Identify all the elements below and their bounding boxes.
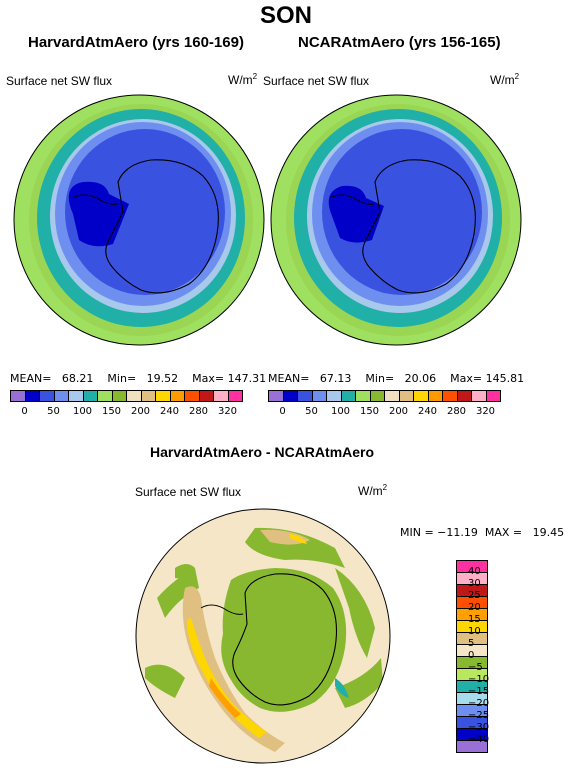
colorbar-swatch (126, 390, 142, 402)
colorbar-swatch (297, 390, 313, 402)
colorbar-swatch (471, 390, 487, 402)
diff-panel-title: HarvardAtmAero - NCARAtmAero (150, 444, 375, 460)
colorbar-swatch (184, 390, 200, 402)
colorbar-swatch (82, 390, 98, 402)
diff-colorbar-label: 0 (468, 650, 475, 661)
colorbar-swatch (53, 390, 69, 402)
colorbar-label: 150 (101, 406, 122, 417)
colorbar-label: 100 (72, 406, 93, 417)
colorbar-swatch (169, 390, 185, 402)
diff-colorbar-label: 5 (468, 638, 475, 649)
colorbar-swatch (268, 390, 284, 402)
diff-colorbar-label: 40 (468, 566, 481, 577)
left-polar-map (13, 94, 265, 346)
right-polar-map (270, 94, 522, 346)
colorbar-swatch (140, 390, 156, 402)
colorbar-swatch (10, 390, 26, 402)
diff-colorbar-label: −40 (468, 734, 490, 745)
colorbar-label: 50 (305, 406, 318, 417)
colorbar-swatch (485, 390, 501, 402)
left-panel-title: HarvardAtmAero (yrs 160-169) (28, 34, 244, 51)
colorbar-swatch (340, 390, 356, 402)
colorbar-swatch (413, 390, 429, 402)
diff-colorbar-label: −15 (468, 686, 490, 697)
right-panel-title: NCARAtmAero (yrs 156-165) (298, 34, 501, 51)
colorbar-label: 0 (279, 406, 286, 417)
colorbar-swatch (456, 390, 472, 402)
diff-colorbar-label: −30 (468, 722, 490, 733)
diff-colorbar-label: 25 (468, 590, 481, 601)
diff-polar-map (135, 508, 391, 764)
colorbar-swatch (326, 390, 342, 402)
colorbar-label: 240 (417, 406, 438, 417)
diff-colorbar-label: −25 (468, 710, 490, 721)
right-panel-field-label: Surface net SW flux (263, 74, 370, 88)
colorbar-swatch (198, 390, 214, 402)
diff-colorbar (456, 560, 488, 753)
colorbar-swatch (282, 390, 298, 402)
colorbar-swatch (427, 390, 443, 402)
colorbar-swatch (111, 390, 127, 402)
colorbar-swatch (39, 390, 55, 402)
left-panel-field-label: Surface net SW flux (6, 74, 113, 88)
colorbar-label: 280 (446, 406, 467, 417)
left-panel-unit: W/m2 (228, 72, 258, 87)
colorbar-label: 150 (359, 406, 380, 417)
page-title: SON (259, 2, 312, 29)
colorbar-swatch (311, 390, 327, 402)
left-panel-stats: MEAN= 68.21 Min= 19.52 Max= 147.31 (10, 372, 267, 385)
diff-panel-field-label: Surface net SW flux (135, 485, 242, 499)
diff-colorbar-label: 10 (468, 626, 481, 637)
diff-colorbar-label: 15 (468, 614, 481, 625)
colorbar-label: 320 (217, 406, 238, 417)
colorbar-swatch (227, 390, 243, 402)
colorbar-swatch (384, 390, 400, 402)
colorbar-swatch (68, 390, 84, 402)
colorbar-label: 0 (21, 406, 28, 417)
diff-colorbar-label: −5 (468, 662, 483, 673)
diff-colorbar-label: 30 (468, 578, 481, 589)
colorbar-label: 50 (47, 406, 60, 417)
colorbar-swatch (213, 390, 229, 402)
colorbar-swatch (155, 390, 171, 402)
colorbar-swatch (355, 390, 371, 402)
right-colorbar (268, 390, 501, 402)
colorbar-label: 100 (330, 406, 351, 417)
diff-panel-unit: W/m2 (358, 483, 388, 498)
diff-colorbar-label: 20 (468, 602, 481, 613)
colorbar-label: 280 (188, 406, 209, 417)
diff-colorbar-swatch (456, 740, 488, 753)
right-panel-stats: MEAN= 67.13 Min= 20.06 Max= 145.81 (268, 372, 525, 385)
diff-minmax: MIN = −11.19 MAX = 19.45 (400, 526, 565, 539)
colorbar-swatch (24, 390, 40, 402)
diff-colorbar-label: −20 (468, 698, 490, 709)
colorbar-swatch (97, 390, 113, 402)
right-panel-unit: W/m2 (490, 72, 520, 87)
colorbar-swatch (398, 390, 414, 402)
colorbar-swatch (442, 390, 458, 402)
colorbar-label: 320 (475, 406, 496, 417)
colorbar-label: 240 (159, 406, 180, 417)
colorbar-label: 200 (388, 406, 409, 417)
colorbar-swatch (369, 390, 385, 402)
colorbar-label: 200 (130, 406, 151, 417)
diff-colorbar-label: −10 (468, 674, 490, 685)
left-colorbar (10, 390, 243, 402)
